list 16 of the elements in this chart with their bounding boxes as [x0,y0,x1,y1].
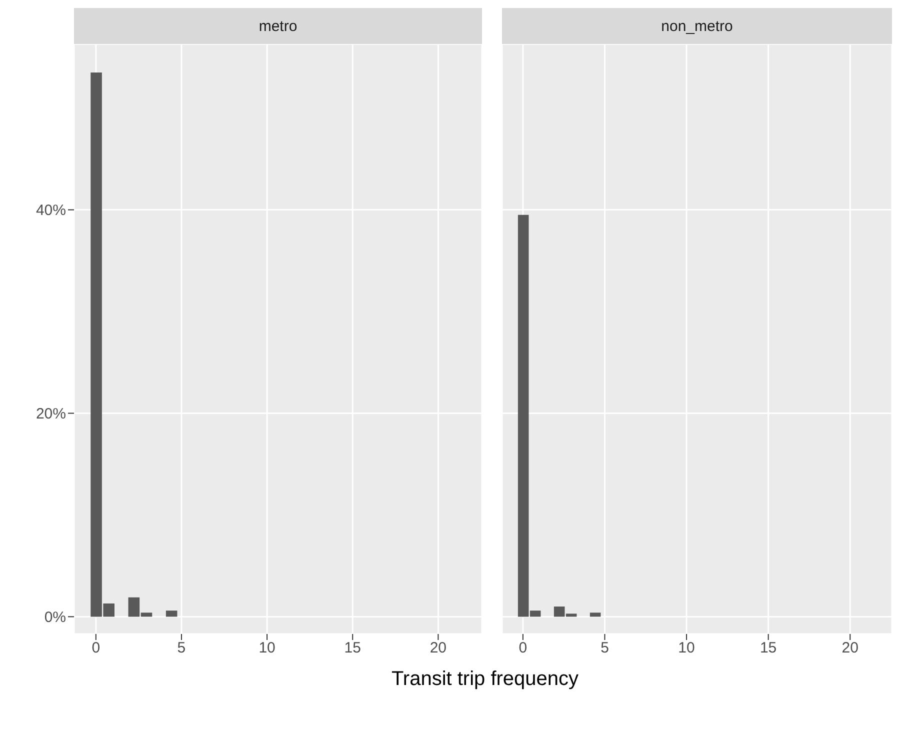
x-tick-label: 5 [177,640,186,657]
x-tick-label: 15 [344,640,361,657]
x-tick-label: 10 [678,640,695,657]
y-tick-label: 20% [36,406,66,423]
x-tick-label: 20 [430,640,447,657]
x-tick-label: 15 [760,640,777,657]
x-tick-label: 5 [600,640,609,657]
chart-title: non_metro [502,8,892,44]
y-tick-label: 40% [36,202,66,220]
x-tick-label: 0 [92,640,100,657]
chart-title: metro [74,8,482,44]
y-tick-label: 0% [44,609,66,626]
x-tick-label: 10 [258,640,276,657]
x-axis-title: Transit trip frequency [390,668,580,691]
x-tick-label: 0 [518,640,528,657]
x-tick-label: 20 [842,640,858,657]
